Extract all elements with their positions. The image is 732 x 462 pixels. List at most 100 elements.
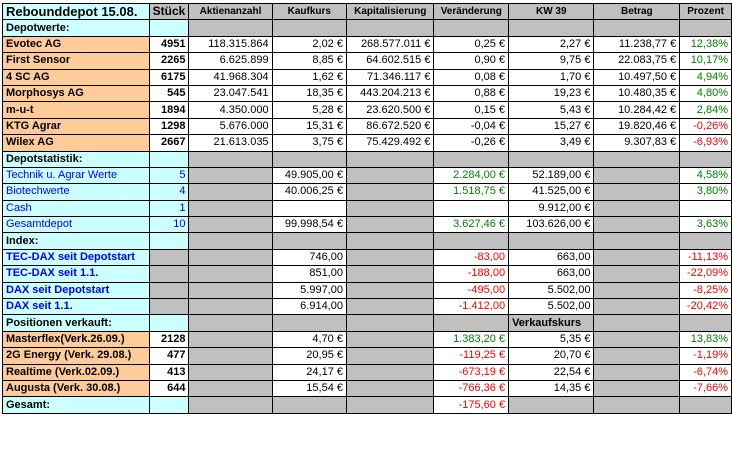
sold-stueck: 477 xyxy=(148,347,190,365)
stat-row: Technik u. Agrar Werte 5 49.905,00 € 2.284,… xyxy=(2,166,732,185)
stat-kw39: 9.912,00 € xyxy=(508,199,595,218)
stat-name: Cash xyxy=(2,199,150,218)
table-cell xyxy=(188,396,273,414)
index-name: DAX seit Depotstart xyxy=(2,281,150,300)
index-row: TEC-DAX seit 1.1. 851,00 -188,00 663,00 -22,… xyxy=(2,265,732,283)
table-cell xyxy=(593,166,681,185)
index-kw39: 5.502,00 xyxy=(508,298,595,316)
index-name: TEC-DAX seit 1.1. xyxy=(2,265,150,283)
stat-kw39: 52.189,00 € xyxy=(508,166,595,185)
holding-prozent: 10,17% xyxy=(679,52,732,70)
table-cell xyxy=(345,19,435,37)
section-depotstatistik: Depotstatistik: xyxy=(2,150,732,168)
stat-prozent: 3,80% xyxy=(679,183,732,201)
sold-verkaufskurs: 14,35 € xyxy=(508,379,595,398)
table-cell xyxy=(679,19,732,37)
table-cell xyxy=(345,216,435,234)
col-kapitalisierung-header: Kapitalisierung xyxy=(345,2,435,21)
table-cell xyxy=(345,363,435,381)
holding-veraenderung: -0,04 € xyxy=(433,117,510,136)
section-index: Index: xyxy=(2,232,732,250)
holding-stueck: 1298 xyxy=(148,117,190,136)
holding-stueck: 4951 xyxy=(148,35,190,54)
holding-betrag: 22.083,75 € xyxy=(593,52,681,70)
holding-betrag: 10.284,42 € xyxy=(593,101,681,119)
holding-kw39: 15,27 € xyxy=(508,117,595,136)
holding-name: Evotec AG xyxy=(2,35,150,54)
holding-kapital: 268.577.011 € xyxy=(345,35,435,54)
holding-kw39: 1,70 € xyxy=(508,68,595,86)
table-cell xyxy=(508,19,595,37)
stat-stueck: 4 xyxy=(148,183,190,201)
holding-name: First Sensor xyxy=(2,52,150,70)
table-cell xyxy=(433,314,510,332)
stat-prozent: 4,58% xyxy=(679,166,732,185)
section-depotwerte: Depotwerte: xyxy=(2,19,732,37)
index-kaufkurs: 851,00 xyxy=(271,265,347,283)
header-row: Rebounddepot 15.08. Stück Aktienanzahl Kauf… xyxy=(2,2,732,21)
table-cell xyxy=(679,314,732,332)
section-index-label: Index: xyxy=(2,232,150,250)
table-cell xyxy=(345,330,435,349)
holding-kapital: 23.620.500 € xyxy=(345,101,435,119)
table-cell xyxy=(345,298,435,316)
section-verkauft: Positionen verkauft: Verkaufskurs xyxy=(2,314,732,332)
holding-betrag: 19.820,46 € xyxy=(593,117,681,136)
sold-row: Augusta (Verk. 30.08.) 644 15,54 € -766,36 … xyxy=(2,379,732,398)
stat-veraenderung xyxy=(433,199,510,218)
table-cell xyxy=(188,314,273,332)
table-cell xyxy=(148,314,190,332)
table-cell xyxy=(593,330,681,349)
stat-name: Technik u. Agrar Werte xyxy=(2,166,150,185)
index-row: DAX seit 1.1. 6.914,00 -1.412,00 5.502,00 -2… xyxy=(2,298,732,316)
holding-name: 4 SC AG xyxy=(2,68,150,86)
index-kaufkurs: 5.997,00 xyxy=(271,281,347,300)
table-cell xyxy=(271,232,347,250)
sold-prozent: -7,66% xyxy=(679,379,732,398)
holding-betrag: 9.307,83 € xyxy=(593,134,681,152)
table-cell xyxy=(593,265,681,283)
holding-row: Morphosys AG 545 23.047.541 18,35 €443.204.… xyxy=(2,84,732,103)
table-cell xyxy=(188,19,273,37)
index-veraenderung: -188,00 xyxy=(433,265,510,283)
index-prozent: -8,25% xyxy=(679,281,732,300)
table-cell xyxy=(188,183,273,201)
holding-stueck: 1894 xyxy=(148,101,190,119)
index-kw39: 663,00 xyxy=(508,248,595,267)
sold-veraenderung: -119,25 € xyxy=(433,347,510,365)
holding-kapital: 86.672.520 € xyxy=(345,117,435,136)
stat-stueck: 5 xyxy=(148,166,190,185)
table-cell xyxy=(508,396,595,414)
table-cell xyxy=(345,150,435,168)
holding-stueck: 2265 xyxy=(148,52,190,70)
table-cell xyxy=(593,314,681,332)
holding-anzahl: 4.350.000 xyxy=(188,101,273,119)
holding-prozent: -0,26% xyxy=(679,117,732,136)
holding-anzahl: 6.625.899 xyxy=(188,52,273,70)
table-cell xyxy=(188,281,273,300)
table-cell xyxy=(593,232,681,250)
sold-kaufkurs: 15,54 € xyxy=(271,379,347,398)
table-cell xyxy=(593,150,681,168)
sold-prozent: 13,83% xyxy=(679,330,732,349)
stat-prozent: 3,63% xyxy=(679,216,732,234)
holding-row: KTG Agrar 1298 5.676.000 15,31 €86.672.520 … xyxy=(2,117,732,136)
holding-kaufkurs: 18,35 € xyxy=(271,84,347,103)
col-prozent-header: Prozent xyxy=(679,2,732,21)
table-cell xyxy=(593,183,681,201)
index-kw39: 663,00 xyxy=(508,265,595,283)
sold-veraenderung: -673,19 € xyxy=(433,363,510,381)
sold-stueck: 2128 xyxy=(148,330,190,349)
sheet-title: Rebounddepot 15.08. xyxy=(2,2,150,21)
table-cell xyxy=(188,232,273,250)
holding-row: Evotec AG 4951 118.315.864 2,02 €268.577.01… xyxy=(2,35,732,54)
table-cell xyxy=(148,248,190,267)
table-cell xyxy=(593,347,681,365)
sold-name: Masterflex(Verk.26.09.) xyxy=(2,330,150,349)
table-cell xyxy=(188,265,273,283)
table-cell xyxy=(345,265,435,283)
holding-kw39: 19,23 € xyxy=(508,84,595,103)
holding-prozent: 4,80% xyxy=(679,84,732,103)
holding-stueck: 2667 xyxy=(148,134,190,152)
holding-kapital: 71.346.117 € xyxy=(345,68,435,86)
